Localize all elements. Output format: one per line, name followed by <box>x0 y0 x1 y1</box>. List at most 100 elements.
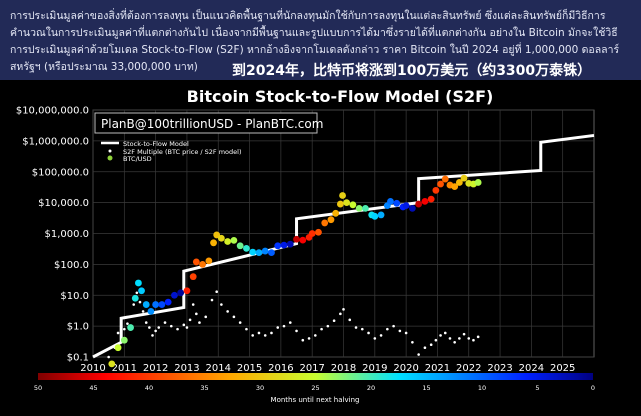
multiple-point <box>439 334 442 337</box>
multiple-point <box>417 353 420 356</box>
multiple-point <box>386 327 389 331</box>
multiple-point <box>215 290 218 294</box>
price-point <box>460 174 468 182</box>
multiple-point <box>157 326 161 329</box>
x-tick-label: 2011 <box>112 363 137 374</box>
multiple-point <box>154 329 157 333</box>
colorbar-tick-label: 45 <box>89 384 97 392</box>
price-point <box>332 209 340 217</box>
multiple-point <box>251 334 254 337</box>
x-tick-label: 2015 <box>237 363 262 374</box>
s2f-chart-svg: Bitcoin Stock-to-Flow Model (S2F) $0.1 $1… <box>16 87 595 404</box>
multiple-point <box>354 326 358 329</box>
price-point <box>120 336 128 344</box>
colorbar-tick-label: 35 <box>200 384 208 392</box>
colorbar-tick-label: 0 <box>591 384 595 392</box>
multiple-point <box>282 324 286 328</box>
colorbar-label: Months until next halving <box>271 396 360 404</box>
colorbar-tick-label: 20 <box>367 384 375 392</box>
y-tick-label: $10.0 <box>60 291 89 302</box>
multiple-point <box>307 337 311 340</box>
price-point <box>427 195 435 203</box>
price-point <box>114 344 122 352</box>
chinese-caption: 到2024年，比特币将涨到100万美元（约3300万泰铢） <box>232 63 592 79</box>
multiple-point <box>423 346 427 350</box>
multiple-point <box>163 321 167 324</box>
price-point <box>189 273 197 281</box>
multiple-point <box>360 327 364 331</box>
price-point <box>437 180 444 188</box>
colorbar-tick-label: 15 <box>422 384 430 392</box>
price-point <box>255 249 263 257</box>
multiple-point <box>138 300 142 304</box>
legend-price-swatch <box>107 155 113 161</box>
colorbar-tick-label: 30 <box>256 384 264 392</box>
price-point <box>455 179 463 186</box>
x-tick-label: 2014 <box>206 363 231 374</box>
chart-title: Bitcoin Stock-to-Flow Model (S2F) <box>187 87 494 106</box>
price-point <box>321 219 329 227</box>
price-point <box>387 197 394 205</box>
price-point <box>108 360 116 368</box>
price-point <box>249 248 257 256</box>
colorbar <box>38 373 593 380</box>
s2f-chart: Bitcoin Stock-to-Flow Model (S2F) $0.1 $1… <box>0 80 641 416</box>
multiple-point <box>429 343 433 347</box>
price-point <box>336 200 344 208</box>
price-point <box>293 235 300 243</box>
price-point <box>236 242 244 250</box>
multiple-point <box>176 327 179 331</box>
x-tick-label: 2025 <box>550 363 575 374</box>
multiple-point <box>367 331 370 335</box>
price-point <box>280 241 288 249</box>
price-point <box>299 236 307 244</box>
multiple-point <box>270 331 273 335</box>
x-tick-label: 2017 <box>299 363 324 374</box>
multiple-point <box>314 334 317 337</box>
multiple-point <box>342 308 345 311</box>
multiple-point <box>448 337 452 340</box>
multiple-point <box>404 331 408 335</box>
colorbar-tick-label: 50 <box>34 384 42 392</box>
multiple-point <box>123 327 126 331</box>
multiple-point <box>392 324 395 328</box>
y-tick-label: $100.0 <box>54 260 89 271</box>
multiple-point <box>151 334 154 337</box>
price-point <box>131 294 139 302</box>
colorbar-tick-label: 10 <box>478 384 486 392</box>
multiple-point <box>332 319 336 322</box>
price-point <box>261 247 269 255</box>
x-tick-label: 2012 <box>143 363 168 374</box>
multiple-point <box>204 315 208 319</box>
price-point <box>327 216 335 224</box>
multiple-point <box>185 326 189 329</box>
legend-multiple-swatch <box>108 149 112 153</box>
multiple-point <box>257 331 261 335</box>
multiple-point <box>210 298 214 302</box>
multiple-point <box>141 310 145 313</box>
colorbar-tick-label: 5 <box>535 384 539 392</box>
price-point <box>192 258 200 266</box>
multiple-point <box>472 338 475 342</box>
multiple-point <box>467 337 471 340</box>
price-point <box>152 301 160 308</box>
price-point <box>474 179 482 186</box>
colorbar-tick-label: 40 <box>145 384 153 392</box>
price-point <box>135 279 142 287</box>
multiple-point <box>195 312 198 316</box>
y-tick-label: $0.1 <box>67 353 89 364</box>
multiple-point <box>226 310 229 313</box>
multiple-point <box>443 331 447 335</box>
x-tick-label: 2016 <box>268 363 293 374</box>
x-tick-label: 2023 <box>487 363 512 374</box>
multiple-point <box>169 324 173 328</box>
y-tick-label: $10,000,000.0 <box>16 106 89 117</box>
price-point <box>217 234 225 242</box>
x-tick-label: 2010 <box>80 363 105 374</box>
y-tick-label: $100,000.0 <box>32 167 89 178</box>
price-point <box>142 301 150 308</box>
price-point <box>183 287 191 295</box>
multiple-point <box>379 334 383 337</box>
multiple-point <box>107 355 110 359</box>
multiple-point <box>295 329 298 333</box>
